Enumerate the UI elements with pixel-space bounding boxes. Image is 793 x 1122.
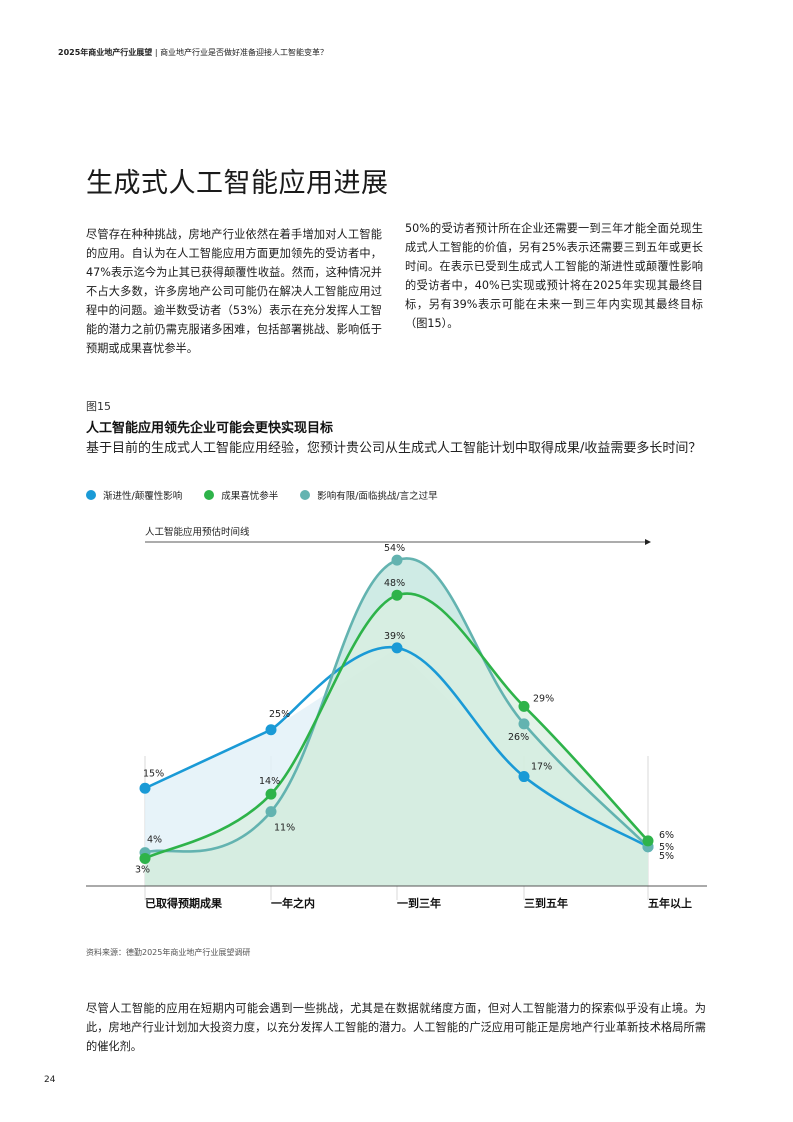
- intro-paragraph-right: 50%的受访者预计所在企业还需要一到三年才能全面兑现生成式人工智能的价值，另有2…: [405, 222, 703, 330]
- x-tick-label-3: 一到三年: [397, 896, 441, 910]
- data-label-series-2-5: 6%: [659, 830, 674, 841]
- x-tick-label-5: 五年以上: [648, 896, 692, 910]
- figure-title: 人工智能应用领先企业可能会更快实现目标: [86, 421, 334, 436]
- data-label-series-3-1: 4%: [147, 835, 162, 846]
- legend-item-series-3: 影响有限/面临挑战/言之过早: [300, 488, 438, 502]
- legend-label-series-1: 渐进性/颠覆性影响: [103, 491, 183, 502]
- source-note: 资料来源：德勤2025年商业地产行业展望调研: [86, 948, 251, 957]
- point-series-2-3: [391, 589, 403, 601]
- point-series-3-3: [391, 554, 403, 566]
- data-label-series-3-5: 5%: [659, 842, 674, 853]
- point-series-3-4: [518, 718, 530, 730]
- x-tick-label-4: 三到五年: [524, 896, 568, 910]
- intro-paragraph-left: 尽管存在种种挑战，房地产行业依然在着手增加对人工智能的应用。自认为在人工智能应用…: [86, 228, 382, 355]
- data-label-series-2-2: 14%: [259, 776, 280, 787]
- point-series-1-4: [518, 771, 530, 783]
- data-label-series-2-4: 29%: [533, 693, 554, 704]
- running-header: 2025年商业地产行业展望 | 商业地产行业是否做好准备迎接人工智能变革？: [58, 47, 328, 58]
- point-series-3-2: [265, 806, 277, 818]
- data-label-series-1-4: 17%: [531, 762, 552, 773]
- timeline-label: 人工智能应用预估时间线: [145, 526, 250, 538]
- point-series-2-1: [139, 852, 151, 864]
- point-series-1-3: [391, 642, 403, 654]
- point-series-1-2: [265, 724, 277, 736]
- header-subtitle: 商业地产行业是否做好准备迎接人工智能变革？: [160, 48, 329, 57]
- page-title: 生成式人工智能应用进展: [86, 168, 389, 199]
- legend-item-series-1: 渐进性/颠覆性影响: [86, 488, 182, 502]
- point-series-2-2: [265, 788, 277, 800]
- timeline-arrow-head: [645, 539, 651, 545]
- legend-marker-series-2: [204, 490, 215, 500]
- closing-paragraph: 尽管人工智能的应用在短期内可能会遇到一些挑战，尤其是在数据就绪度方面，但对人工智…: [86, 1002, 706, 1053]
- point-series-2-5: [642, 835, 654, 847]
- data-label-series-1-3: 39%: [384, 631, 405, 642]
- point-series-1-1: [139, 782, 151, 794]
- header-report-title: 2025年商业地产行业展望: [58, 48, 153, 57]
- data-label-series-3-4: 26%: [508, 732, 529, 743]
- header-separator: |: [154, 48, 158, 57]
- data-label-series-2-1: 3%: [135, 864, 150, 875]
- data-label-series-3-3: 54%: [384, 543, 405, 554]
- page-number: 24: [44, 1075, 56, 1085]
- data-label-series-3-2: 11%: [274, 823, 295, 834]
- legend-marker-series-1: [86, 490, 96, 500]
- legend-item-series-2: 成果喜忧参半: [204, 488, 278, 502]
- legend-label-series-2: 成果喜忧参半: [221, 491, 279, 502]
- figure-question: 基于目前的生成式人工智能应用经验，您预计贵公司从生成式人工智能计划中取得成果/收…: [86, 441, 702, 456]
- data-label-series-1-5: 5%: [659, 851, 674, 862]
- data-label-series-1-1: 15%: [143, 768, 164, 779]
- figure-number: 图15: [86, 400, 111, 413]
- line-series-1: [144, 646, 649, 848]
- point-series-2-4: [518, 700, 530, 712]
- data-label-series-1-2: 25%: [269, 709, 290, 720]
- data-label-series-2-3: 48%: [384, 578, 405, 589]
- legend-marker-series-3: [300, 490, 311, 500]
- x-tick-label-1: 已取得预期成果: [145, 896, 222, 910]
- legend-label-series-3: 影响有限/面临挑战/言之过早: [317, 491, 438, 502]
- chart-legend: 渐进性/颠覆性影响 成果喜忧参半 影响有限/面临挑战/言之过早: [86, 488, 438, 502]
- x-tick-label-2: 一年之内: [271, 896, 315, 910]
